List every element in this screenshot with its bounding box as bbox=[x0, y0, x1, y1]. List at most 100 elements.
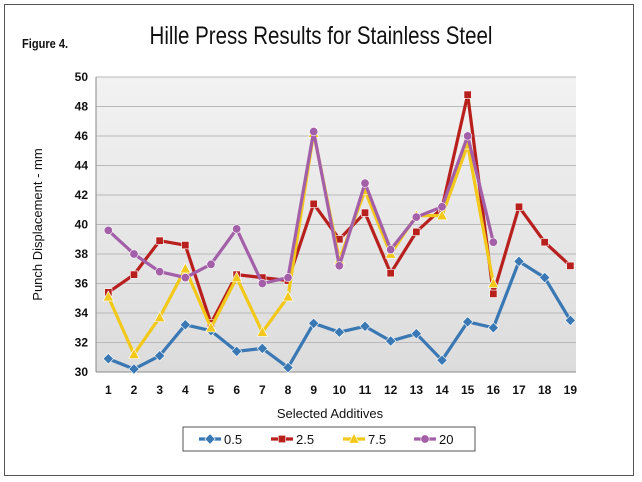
data-point bbox=[410, 328, 422, 340]
y-tick-label: 32 bbox=[75, 336, 89, 350]
data-point bbox=[436, 354, 448, 366]
data-point bbox=[129, 270, 138, 279]
legend: 0.5 2.5 7.5 20 bbox=[182, 426, 476, 452]
data-point bbox=[231, 345, 243, 357]
x-tick-label: 1 bbox=[105, 383, 112, 397]
y-tick-label: 36 bbox=[75, 277, 89, 291]
x-tick-label: 10 bbox=[333, 383, 347, 397]
data-point bbox=[334, 261, 344, 271]
legend-item-0-5: 0.5 bbox=[199, 432, 242, 447]
y-tick-label: 38 bbox=[75, 247, 89, 261]
x-tick-label: 12 bbox=[384, 383, 398, 397]
y-tick-label: 34 bbox=[75, 306, 89, 320]
x-tick-label: 8 bbox=[285, 383, 292, 397]
x-tick-label: 6 bbox=[233, 383, 240, 397]
y-axis-ticks: 30 32 34 36 38 40 42 44 46 48 50 bbox=[75, 70, 89, 379]
data-point bbox=[515, 202, 524, 211]
legend-label: 0.5 bbox=[224, 432, 242, 447]
data-point bbox=[103, 225, 113, 235]
data-point bbox=[539, 271, 551, 284]
data-point bbox=[487, 322, 499, 334]
data-point bbox=[129, 249, 139, 259]
legend-marker bbox=[348, 432, 360, 444]
legend-item-2-5: 2.5 bbox=[271, 432, 314, 447]
data-point bbox=[282, 361, 294, 374]
data-point bbox=[487, 277, 500, 289]
data-point bbox=[102, 353, 114, 365]
data-point bbox=[179, 319, 191, 331]
data-point bbox=[180, 273, 190, 283]
data-point bbox=[411, 212, 421, 222]
x-tick-label: 11 bbox=[359, 383, 372, 397]
x-axis-ticks: 1 2 3 4 5 6 7 8 9 10 11 12 13 14 15 16 17 18 19 bbox=[105, 383, 577, 397]
data-point bbox=[386, 269, 395, 278]
y-tick-label: 44 bbox=[75, 159, 89, 173]
data-point bbox=[309, 199, 318, 208]
y-axis-label: Punch Displacement - mm bbox=[30, 148, 45, 300]
series-layer bbox=[102, 90, 576, 375]
legend-marker bbox=[204, 433, 216, 445]
x-axis-label: Selected Additives bbox=[277, 406, 384, 421]
x-tick-label: 14 bbox=[435, 383, 449, 397]
data-point bbox=[540, 238, 549, 247]
data-point bbox=[359, 320, 371, 332]
legend-label: 2.5 bbox=[296, 432, 314, 447]
x-tick-label: 5 bbox=[208, 383, 215, 397]
legend-marker bbox=[277, 434, 286, 443]
x-tick-label: 19 bbox=[564, 383, 578, 397]
data-point bbox=[412, 227, 421, 236]
data-point bbox=[361, 208, 370, 217]
data-point bbox=[360, 178, 370, 188]
legend-marker bbox=[420, 434, 430, 444]
series-line bbox=[106, 131, 495, 356]
x-tick-label: 3 bbox=[156, 383, 163, 397]
data-point bbox=[309, 127, 319, 137]
data-point bbox=[463, 131, 473, 141]
data-point bbox=[153, 311, 166, 322]
data-point bbox=[257, 278, 267, 288]
y-tick-label: 40 bbox=[75, 218, 89, 232]
data-point bbox=[256, 342, 268, 355]
data-point bbox=[513, 255, 525, 267]
data-point bbox=[154, 350, 166, 362]
x-tick-label: 17 bbox=[512, 383, 526, 397]
data-point bbox=[230, 271, 243, 283]
data-point bbox=[181, 241, 190, 250]
x-tick-label: 9 bbox=[310, 383, 317, 397]
data-point bbox=[436, 209, 448, 221]
data-point bbox=[462, 316, 474, 328]
data-point bbox=[308, 317, 320, 329]
data-point bbox=[155, 236, 164, 245]
figure-label: Figure 4. bbox=[22, 36, 69, 51]
data-point bbox=[256, 325, 269, 337]
x-tick-label: 13 bbox=[410, 383, 424, 397]
legend-item-7-5: 7.5 bbox=[343, 432, 386, 447]
x-tick-label: 18 bbox=[538, 383, 552, 397]
x-tick-label: 16 bbox=[487, 383, 501, 397]
y-tick-label: 30 bbox=[75, 365, 89, 379]
data-point bbox=[489, 289, 498, 298]
data-point bbox=[155, 267, 165, 277]
x-tick-label: 2 bbox=[131, 383, 138, 397]
data-point bbox=[179, 262, 192, 274]
data-point bbox=[385, 335, 397, 347]
data-point bbox=[102, 290, 115, 302]
y-tick-label: 50 bbox=[75, 70, 89, 84]
data-point bbox=[386, 245, 396, 255]
data-point bbox=[564, 314, 576, 326]
series-0-5 bbox=[102, 255, 576, 375]
series-line bbox=[107, 129, 495, 286]
y-tick-label: 42 bbox=[75, 188, 89, 202]
data-point bbox=[463, 90, 472, 99]
data-point bbox=[128, 363, 140, 375]
data-point bbox=[206, 259, 216, 269]
data-point bbox=[232, 224, 242, 234]
series-2-5 bbox=[104, 90, 575, 328]
legend-label: 20 bbox=[439, 432, 453, 447]
x-tick-label: 4 bbox=[182, 383, 189, 397]
data-point bbox=[488, 237, 498, 247]
y-tick-label: 46 bbox=[75, 129, 89, 143]
data-point bbox=[282, 290, 294, 302]
y-tick-label: 48 bbox=[75, 100, 89, 114]
